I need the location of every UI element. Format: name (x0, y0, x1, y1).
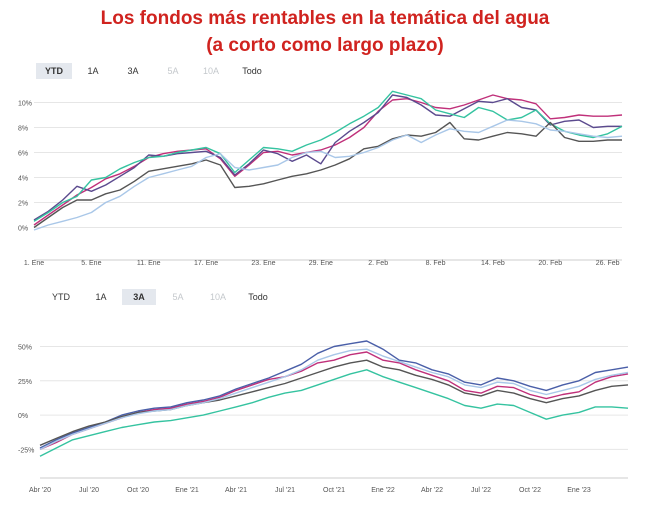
y-tick-label: 10% (18, 101, 32, 108)
range-selector-bottom: YTD 1A 3A 5A 10A Todo (44, 289, 284, 305)
x-tick-label: 23. Ene (251, 260, 275, 267)
ytd-line-chart: 0% 2% 4% 6% 8% 10% 1. Ene 5. Ene 11. Ene 17. Ene 2… (18, 90, 623, 267)
y-tick-label: 50% (18, 344, 32, 351)
y-tick-label: 25% (18, 379, 32, 386)
series-line-2[interactable] (39, 340, 629, 449)
y-tick-label: 8% (18, 126, 28, 133)
x-tick-label: 17. Ene (194, 260, 218, 267)
y-tick-label: 2% (18, 201, 28, 208)
x-tick-label: Abr '22 (421, 487, 443, 494)
x-tick-label: 2. Feb (368, 260, 388, 267)
x-tick-label: Oct '21 (323, 487, 345, 494)
range-button-ytd[interactable]: YTD (36, 63, 72, 79)
x-tick-label: Jul '22 (471, 487, 491, 494)
series-line-5[interactable] (39, 348, 629, 451)
x-tick-label: Ene '21 (175, 487, 199, 494)
y-tick-label: 6% (18, 151, 28, 158)
x-tick-label: Ene '23 (567, 487, 591, 494)
series-line-4[interactable] (33, 121, 622, 229)
range-button-3a[interactable]: 3A (127, 66, 139, 76)
y-tick-label: 4% (18, 176, 28, 183)
x-tick-label: Oct '22 (519, 487, 541, 494)
range-button-1a[interactable]: 1A (95, 292, 107, 302)
x-tick-label: Oct '20 (127, 487, 149, 494)
x-tick-label: 11. Ene (137, 260, 161, 267)
range-button-todo[interactable]: Todo (242, 66, 262, 76)
x-tick-label: Jul '21 (275, 487, 295, 494)
x-tick-label: Ene '22 (371, 487, 395, 494)
range-button-5a: 5A (167, 66, 179, 76)
range-button-ytd[interactable]: YTD (52, 292, 70, 302)
range-button-3a[interactable]: 3A (122, 289, 156, 305)
range-button-todo[interactable]: Todo (248, 292, 268, 302)
chart-title-line-1: Los fondos más rentables en la temática … (100, 8, 550, 29)
range-button-10a: 10A (209, 292, 226, 302)
series-line-3[interactable] (39, 369, 629, 457)
chart-title-line-2: (a corto como largo plazo) (206, 35, 444, 56)
three-year-line-chart: -25% 0% 25% 50% Abr '20 Jul '20 Oct '20 Ene '21… (18, 340, 629, 494)
x-tick-label: 1. Ene (24, 260, 44, 267)
range-button-5a: 5A (172, 292, 184, 302)
x-tick-label: Jul '20 (79, 487, 99, 494)
x-tick-label: Abr '20 (29, 487, 51, 494)
x-tick-label: 8. Feb (426, 260, 446, 267)
range-button-10a: 10A (202, 66, 219, 76)
x-tick-label: 29. Ene (309, 260, 333, 267)
series-line-1[interactable] (33, 94, 623, 226)
y-tick-label: 0% (18, 226, 28, 233)
y-tick-label: -25% (18, 447, 34, 454)
x-tick-label: 5. Ene (81, 260, 101, 267)
series-line-4[interactable] (39, 359, 629, 446)
series-line-2[interactable] (33, 94, 622, 221)
series-line-3[interactable] (33, 90, 623, 222)
x-tick-label: Abr '21 (225, 487, 247, 494)
y-tick-label: 0% (18, 413, 28, 420)
x-tick-label: 20. Feb (538, 260, 562, 267)
range-selector-top: YTD 1A 3A 5A 10A Todo (36, 63, 276, 79)
x-tick-label: 14. Feb (481, 260, 505, 267)
x-tick-label: 26. Feb (596, 260, 620, 267)
series-line-5[interactable] (33, 119, 623, 231)
range-button-1a[interactable]: 1A (87, 66, 99, 76)
